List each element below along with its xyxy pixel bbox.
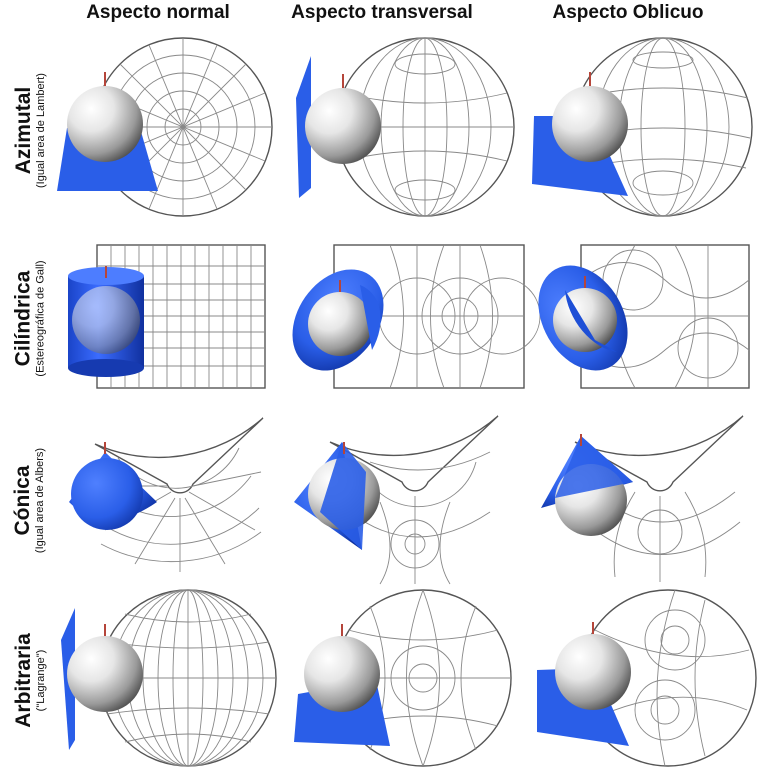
row-title: Cónica — [11, 464, 35, 536]
cell-conica-normal — [55, 412, 295, 592]
cell-cilindrica-normal — [55, 240, 295, 420]
row-title: Cilíndrica — [11, 270, 35, 366]
row-label-conica: Cónica (Igual area de Albers) — [0, 410, 60, 590]
column-header-transversal: Aspecto transversal — [291, 2, 473, 23]
column-header-oblicuo: Aspecto Oblicuo — [552, 2, 704, 23]
globe — [305, 88, 381, 164]
globe — [72, 286, 140, 354]
globe — [67, 86, 143, 162]
globe — [308, 292, 372, 356]
row-label-arbitraria: Arbitraria ("Lagrange") — [0, 590, 60, 770]
globe — [552, 86, 628, 162]
projection-plane — [296, 56, 311, 198]
row-subtitle: ("Lagrange") — [34, 649, 47, 711]
row-subtitle: (Estereográfica de Gall) — [34, 259, 47, 377]
map-projection — [99, 589, 277, 767]
globe — [71, 458, 143, 530]
row-title: Azimutal — [11, 86, 35, 174]
cell-cilindrica-oblicuo — [535, 240, 768, 420]
row-title: Arbitraria — [11, 632, 35, 728]
row-label-azimutal: Azimutal (Igual area de Lambert) — [0, 40, 60, 220]
cell-azimutal-transversal — [295, 37, 535, 218]
column-header-normal: Aspecto normal — [86, 2, 230, 23]
cell-arbitraria-normal — [55, 589, 295, 770]
globe — [67, 636, 143, 712]
globe — [304, 636, 380, 712]
row-label-cilindrica: Cilíndrica (Estereográfica de Gall) — [0, 228, 60, 408]
cell-cilindrica-transversal — [290, 240, 541, 420]
cell-azimutal-oblicuo — [530, 37, 768, 218]
map-projection — [574, 415, 744, 582]
cell-arbitraria-oblicuo — [535, 589, 768, 770]
cell-conica-oblicuo — [535, 412, 768, 592]
cell-azimutal-normal — [55, 37, 295, 218]
globe — [555, 634, 631, 710]
row-subtitle: (Igual area de Lambert) — [34, 72, 47, 188]
cell-conica-transversal — [290, 412, 530, 592]
cell-arbitraria-transversal — [290, 589, 530, 770]
row-subtitle: (Igual area de Albers) — [34, 447, 47, 553]
globe — [553, 288, 617, 352]
